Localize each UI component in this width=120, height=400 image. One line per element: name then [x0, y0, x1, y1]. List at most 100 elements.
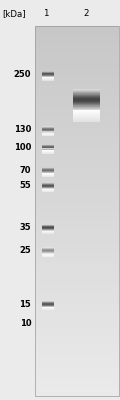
Bar [35, 220, 119, 225]
Bar [35, 266, 119, 271]
Text: 1: 1 [43, 9, 49, 18]
Bar [73, 121, 100, 122]
Bar [35, 174, 119, 179]
Bar [35, 128, 119, 132]
Bar [73, 109, 100, 110]
Bar [35, 132, 119, 137]
Bar [35, 54, 119, 58]
Bar [35, 225, 119, 230]
Bar [35, 44, 119, 49]
Bar [35, 354, 119, 359]
Bar [73, 112, 100, 113]
Bar [73, 90, 100, 91]
Bar [35, 151, 119, 156]
Bar [35, 368, 119, 373]
Bar [35, 202, 119, 206]
Bar [35, 387, 119, 391]
Bar [35, 63, 119, 68]
Bar [35, 378, 119, 382]
Bar [35, 188, 119, 192]
Bar [35, 100, 119, 105]
Bar [73, 101, 100, 102]
Bar [35, 82, 119, 86]
Text: 130: 130 [14, 125, 31, 134]
Bar [35, 206, 119, 211]
Bar [35, 239, 119, 243]
Bar [35, 331, 119, 336]
Bar [73, 92, 100, 93]
Bar [35, 26, 119, 31]
Bar [73, 93, 100, 94]
Bar [35, 146, 119, 151]
Bar [35, 340, 119, 345]
Bar [35, 243, 119, 248]
Bar [73, 115, 100, 116]
Bar [73, 104, 100, 105]
Bar [35, 327, 119, 331]
Bar [35, 276, 119, 280]
Bar [73, 102, 100, 103]
Bar [73, 110, 100, 111]
Bar [35, 109, 119, 114]
Bar [73, 113, 100, 114]
Bar [35, 336, 119, 340]
Bar [73, 108, 100, 109]
Bar [73, 97, 100, 98]
Bar [73, 114, 100, 115]
Bar [35, 77, 119, 82]
Bar [35, 253, 119, 257]
Bar [35, 391, 119, 396]
Bar [35, 382, 119, 387]
Bar [35, 248, 119, 253]
Bar [35, 137, 119, 142]
Text: 250: 250 [14, 70, 31, 78]
Text: 100: 100 [14, 143, 31, 152]
Bar [73, 95, 100, 96]
Bar [35, 86, 119, 91]
Bar [35, 160, 119, 165]
Bar [35, 123, 119, 128]
Bar [35, 294, 119, 299]
Bar [35, 257, 119, 262]
Bar [35, 262, 119, 266]
Bar [35, 230, 119, 234]
Bar [35, 179, 119, 183]
Bar [35, 299, 119, 304]
Bar [73, 96, 100, 97]
Bar [35, 359, 119, 364]
Bar [35, 95, 119, 100]
Bar [35, 373, 119, 378]
Bar [35, 31, 119, 35]
Bar [73, 106, 100, 107]
Bar [35, 290, 119, 294]
Text: 70: 70 [20, 166, 31, 175]
Bar [73, 94, 100, 95]
Text: 55: 55 [19, 181, 31, 190]
Bar [73, 111, 100, 112]
Bar [35, 114, 119, 118]
Text: 10: 10 [20, 319, 31, 328]
Bar [73, 119, 100, 120]
Bar [35, 317, 119, 322]
Bar [35, 169, 119, 174]
Bar [35, 26, 119, 396]
Bar [73, 120, 100, 121]
Bar [35, 345, 119, 350]
Bar [35, 105, 119, 109]
Bar [35, 165, 119, 169]
Bar [35, 322, 119, 327]
Bar [73, 107, 100, 108]
Bar [73, 117, 100, 118]
Bar [73, 116, 100, 117]
Bar [73, 98, 100, 99]
Bar [35, 118, 119, 123]
Bar [35, 285, 119, 290]
Bar [35, 49, 119, 54]
Text: 25: 25 [19, 246, 31, 255]
Bar [35, 313, 119, 317]
Bar [35, 350, 119, 354]
Text: 15: 15 [19, 300, 31, 309]
Bar [35, 304, 119, 308]
Bar [35, 308, 119, 313]
Bar [35, 192, 119, 197]
